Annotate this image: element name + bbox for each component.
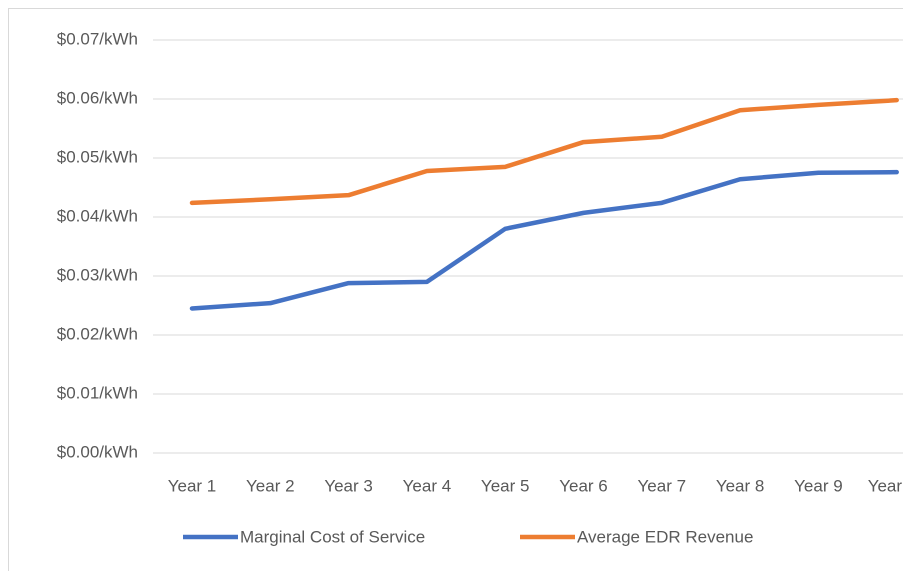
data-line: [189, 169, 899, 311]
x-tick-label: Year 7: [638, 476, 687, 495]
legend-label: Marginal Cost of Service: [240, 527, 425, 546]
y-tick-label: $0.07/kWh: [57, 29, 138, 48]
y-tick-label: $0.02/kWh: [57, 324, 138, 343]
y-tick-label: $0.01/kWh: [57, 383, 138, 402]
y-tick-label: $0.05/kWh: [57, 147, 138, 166]
data-line: [189, 97, 899, 206]
x-tick-label: Year 2: [246, 476, 295, 495]
x-tick-label: Year 6: [559, 476, 608, 495]
x-tick-label: Year 10: [868, 476, 903, 495]
y-tick-label: $0.06/kWh: [57, 88, 138, 107]
x-tick-label: Year 5: [481, 476, 530, 495]
chart-border: [8, 8, 903, 571]
legend-label: Average EDR Revenue: [577, 527, 753, 546]
y-tick-label: $0.00/kWh: [57, 442, 138, 461]
x-tick-label: Year 3: [324, 476, 373, 495]
x-tick-label: Year 4: [403, 476, 452, 495]
x-tick-label: Year 1: [168, 476, 217, 495]
x-tick-label: Year 9: [794, 476, 843, 495]
x-tick-label: Year 8: [716, 476, 765, 495]
y-tick-label: $0.03/kWh: [57, 265, 138, 284]
y-tick-label: $0.04/kWh: [57, 206, 138, 225]
